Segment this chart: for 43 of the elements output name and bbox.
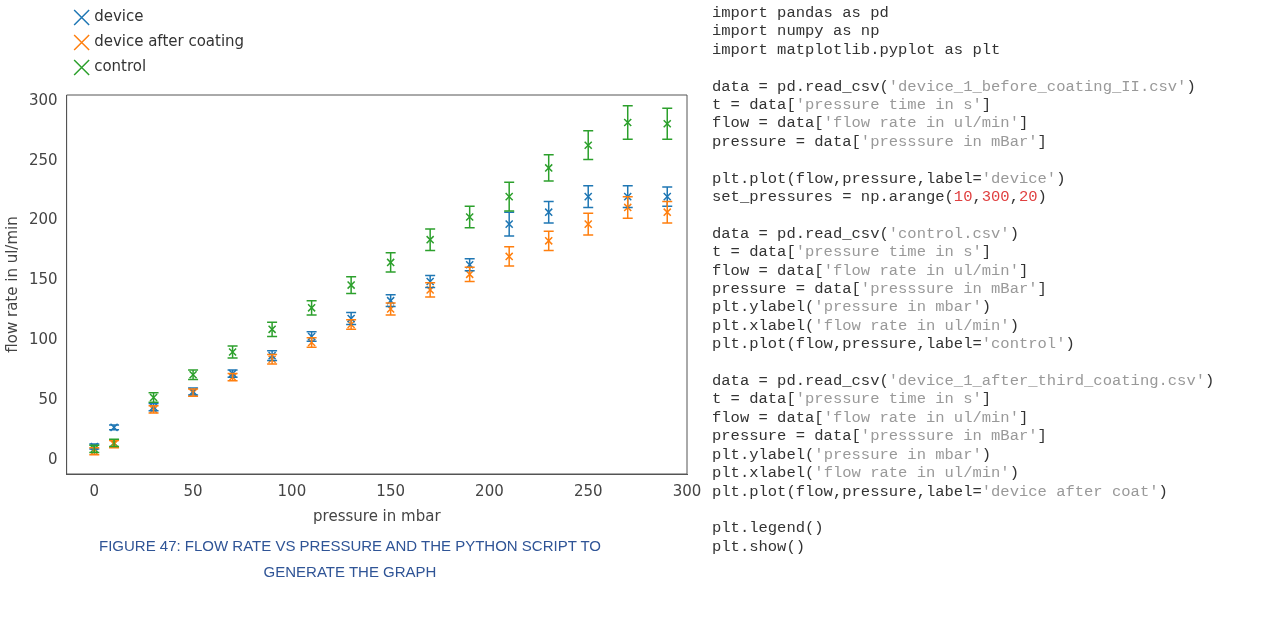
y-axis-title: flow rate in ul/min (2, 216, 21, 353)
y-tick-label: 100 (28, 329, 58, 348)
x-tick-label: 250 (573, 481, 603, 500)
point (623, 192, 633, 201)
x-tick-label: 200 (475, 481, 504, 500)
point (386, 258, 395, 267)
caption: FIGURE 47: FLOW RATE VS PRESSURE AND THE PYTHON SCRIPT TO GENERATE THE GRAPH (97, 536, 602, 582)
text: plt.legend() plt.show() (712, 519, 825, 557)
text: data = pd.read_csv('device_1_after_third_coating.csv') t = data['pressure time in s'] flow = data['flow rate in ul/min'] pressure = data['presssure in mBar'] plt.ylabel('pressure in mbar') plt.xlabel('flow rate in ul/min') plt.plot(flow,pressure,label='device after coat') (712, 372, 1215, 501)
point (425, 235, 435, 244)
x-tick-label: 300 (672, 481, 702, 500)
y-tick-label: 250 (28, 150, 58, 169)
point (504, 192, 514, 201)
point (623, 118, 633, 127)
point (662, 207, 672, 217)
y-tick-label: 200 (28, 210, 58, 229)
point (504, 252, 514, 261)
text: data = pd.read_csv('device_1_before_coating_II.csv') t = data['pressure time in s'] flow = data['flow rate in ul/min'] pressure = data['presssure in mBar'] (712, 77, 1196, 151)
x-tick-label: 0 (89, 481, 100, 500)
y-tick-label: 300 (28, 90, 58, 109)
point (662, 119, 672, 128)
text: import pandas as pd import numpy as np import matplotlib.pyplot as plt (712, 4, 1002, 60)
legend-label: device after coating (94, 32, 245, 51)
text: data = pd.read_csv('control.csv') t = data['pressure time in s'] flow = data['flow rate in ul/min'] pressure = data['presssure in mBar'] plt.ylabel('pressure in mbar') plt.xlabel('flow rate in ul/min') plt.plot(flow,pressure,label='control') (712, 224, 1075, 354)
point (465, 212, 474, 222)
point (662, 192, 672, 201)
point (623, 203, 633, 212)
legend-label: device (94, 7, 144, 26)
point (346, 280, 356, 290)
point (583, 219, 593, 229)
y-tick-label: 150 (28, 270, 58, 289)
text: plt.plot(flow,pressure,label='device') set_pressures = np.arange(10,300,20) (712, 169, 1066, 207)
legend-label: control (94, 57, 147, 76)
y-tick-label: 50 (38, 389, 58, 408)
x-tick-label: 50 (183, 481, 203, 500)
point (504, 219, 514, 229)
point (544, 163, 553, 173)
point (583, 192, 593, 201)
x-axis-title: pressure in mbar (313, 506, 442, 525)
y-tick-label: 0 (48, 449, 58, 468)
x-tick-label: 150 (376, 481, 405, 500)
point (583, 140, 593, 150)
x-tick-label: 100 (277, 481, 307, 500)
